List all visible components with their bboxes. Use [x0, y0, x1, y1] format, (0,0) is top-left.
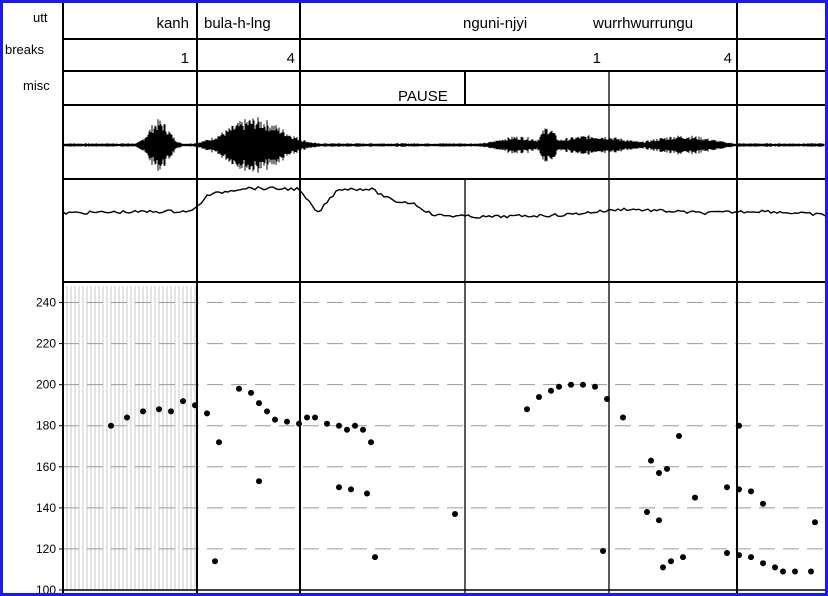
pitch-point	[792, 568, 798, 575]
pitch-point	[808, 568, 814, 575]
pitch-point	[108, 422, 114, 429]
y-tick-label: 140	[36, 501, 56, 515]
y-tick-label: 200	[36, 378, 56, 392]
pitch-point	[352, 422, 358, 429]
pitch-point	[248, 389, 254, 396]
y-axis-ticks: 100 120 140 160 180 200 220 240	[36, 296, 63, 593]
pitch-point	[256, 400, 262, 407]
pitch-point	[272, 416, 278, 423]
pitch-point	[264, 408, 270, 415]
pitch-point	[656, 517, 662, 524]
y-tick-label: 120	[36, 542, 56, 556]
pitch-point	[724, 484, 730, 491]
pitch-point	[324, 420, 330, 427]
pitch-point	[648, 457, 654, 464]
pitch-point	[156, 406, 162, 413]
pitch-point	[724, 550, 730, 556]
pitch-point	[284, 418, 290, 425]
word-bula-h-lng: bula-h-lng	[204, 15, 271, 32]
pitch-point	[372, 554, 378, 561]
pitch-point	[748, 554, 754, 561]
praat-style-figure: utt breaks misc kanh bula-h-lng nguni-nj…	[5, 3, 825, 593]
tier-label-misc: misc	[23, 78, 50, 93]
pitch-point	[368, 439, 374, 446]
pitch-point	[216, 439, 222, 446]
y-tick-label: 180	[36, 419, 56, 433]
word-kanh: kanh	[156, 15, 189, 32]
pitch-point	[656, 470, 662, 476]
pitch-point	[668, 558, 674, 565]
pitch-point	[536, 394, 542, 400]
pitch-point	[556, 383, 562, 390]
tier-label-breaks: breaks	[5, 42, 45, 57]
pitch-point	[364, 490, 370, 497]
pitch-point	[212, 558, 218, 565]
pitch-point	[772, 564, 778, 571]
pitch-point	[180, 398, 186, 405]
pitch-point	[204, 410, 210, 417]
boundary-lines	[62, 3, 738, 593]
y-tick-label: 100	[36, 583, 56, 593]
pitch-point	[140, 408, 146, 415]
pitch-point	[692, 494, 698, 501]
pitch-point	[680, 554, 686, 561]
pitch-point	[812, 519, 818, 526]
pitch-point	[676, 433, 682, 439]
pitch-point	[568, 381, 574, 388]
pitch-point	[256, 478, 262, 485]
tier-label-utt: utt	[33, 10, 48, 25]
word-nguni-njyi: nguni-njyi	[463, 15, 527, 32]
pitch-point	[236, 385, 242, 392]
pitch-point	[124, 414, 130, 421]
pitch-point	[452, 511, 458, 517]
pitch-point	[760, 500, 766, 507]
pitch-point	[780, 568, 786, 575]
break-value: 4	[724, 50, 732, 67]
y-tick-label: 220	[36, 337, 56, 351]
word-wurrhwurrungu: wurrhwurrungu	[592, 15, 693, 32]
pitch-point	[524, 406, 530, 413]
pitch-point	[748, 488, 754, 495]
pitch-point	[580, 381, 586, 388]
pitch-point	[344, 426, 350, 433]
pitch-point	[168, 408, 174, 415]
break-value: 1	[593, 50, 601, 67]
pitch-point	[760, 560, 766, 567]
y-tick-label: 160	[36, 460, 56, 474]
unvoiced-hatch-region	[66, 286, 196, 590]
energy-contour	[62, 185, 825, 219]
pitch-point	[592, 383, 598, 390]
pitch-point	[312, 414, 318, 421]
pitch-point	[620, 414, 626, 421]
pitch-point	[336, 484, 342, 491]
pitch-point	[660, 564, 666, 571]
tier-grid	[63, 38, 825, 283]
boundary-lines-thin	[464, 71, 610, 593]
waveform	[62, 117, 825, 173]
pitch-point	[600, 548, 606, 554]
pitch-point	[360, 426, 366, 433]
pitch-point	[304, 414, 310, 421]
pitch-point	[336, 422, 342, 429]
pitch-point	[644, 509, 650, 515]
waveform-path	[62, 117, 825, 173]
break-value: 1	[181, 50, 189, 67]
pitch-gridlines	[63, 302, 825, 591]
break-value: 4	[287, 50, 295, 67]
y-tick-label: 240	[36, 296, 56, 310]
pitch-point	[664, 465, 670, 472]
pitch-point	[548, 387, 554, 394]
misc-pause-label: PAUSE	[398, 88, 448, 105]
pitch-points	[108, 381, 818, 575]
pitch-point	[348, 486, 354, 493]
